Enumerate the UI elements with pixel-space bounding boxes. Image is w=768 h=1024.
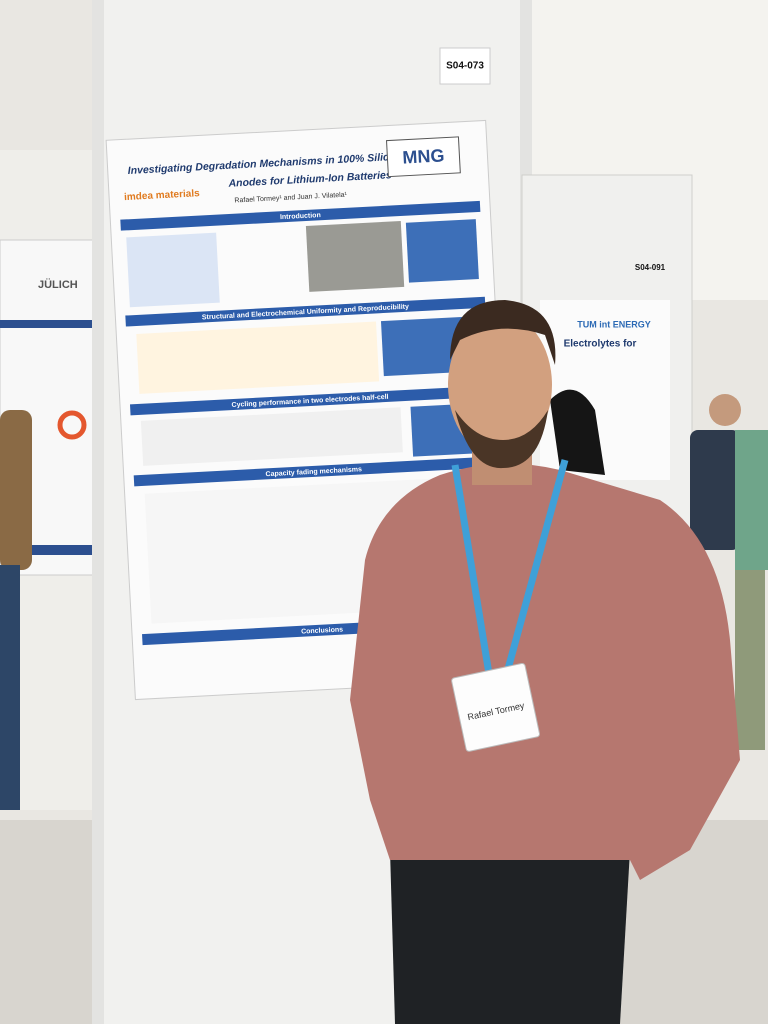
section-heading: Introduction [280, 212, 321, 221]
left-poster-band [0, 545, 94, 555]
background-person-legs [735, 570, 765, 750]
board-number: S04-073 [446, 61, 484, 72]
shirt [350, 463, 740, 880]
bystander-jacket [0, 410, 32, 570]
bystander-legs [0, 565, 20, 810]
face [448, 313, 552, 457]
trousers [390, 850, 630, 1024]
section-bar [120, 200, 481, 231]
badge [451, 662, 541, 752]
section-heading: Conclusions [301, 626, 343, 635]
right-poster-title: Electrolytes for [564, 339, 637, 350]
poster-figure [136, 321, 380, 394]
left-poster-figure [57, 410, 87, 440]
poster-logo-right: MNG [402, 145, 445, 167]
background-person-head [709, 394, 741, 426]
section-bar [129, 385, 491, 416]
hair [450, 300, 556, 365]
poster-figure [126, 232, 220, 308]
poster-logo-box [386, 136, 461, 178]
beard [455, 410, 548, 469]
left-poster-band [0, 320, 94, 328]
right-poster-logo: TUM int ENERGY [577, 319, 651, 329]
background-person [690, 430, 740, 550]
section-bar [125, 296, 486, 327]
left-poster-logo: JÜLICH [38, 278, 78, 291]
poster-logo-left: imdea materials [124, 188, 201, 203]
right-board-number: S04-091 [635, 263, 666, 272]
background-hair [550, 389, 605, 475]
poster-figure [405, 219, 479, 283]
section-bar [133, 456, 494, 487]
background-person [735, 430, 768, 570]
poster-figure [305, 221, 405, 292]
board-sticker [439, 47, 491, 85]
poster-figure [140, 407, 403, 466]
